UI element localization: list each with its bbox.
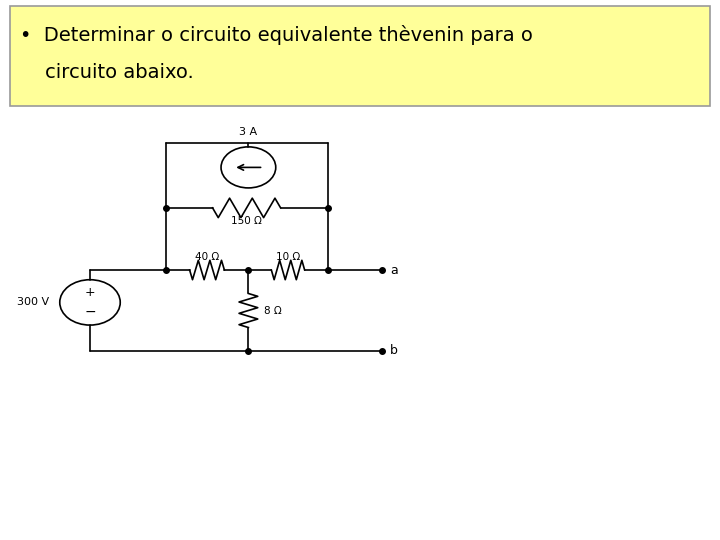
Text: a: a: [390, 264, 398, 276]
Text: 150 Ω: 150 Ω: [231, 217, 262, 226]
Text: 8 Ω: 8 Ω: [264, 306, 282, 315]
Text: −: −: [84, 305, 96, 319]
Text: b: b: [390, 345, 398, 357]
Text: 3 A: 3 A: [239, 127, 258, 137]
Text: circuito abaixo.: circuito abaixo.: [20, 63, 194, 83]
Text: 40 Ω: 40 Ω: [195, 252, 219, 261]
Text: 10 Ω: 10 Ω: [276, 252, 300, 261]
Text: •  Determinar o circuito equivalente thèvenin para o: • Determinar o circuito equivalente thèv…: [20, 25, 533, 45]
Text: 300 V: 300 V: [17, 298, 49, 307]
FancyBboxPatch shape: [10, 6, 710, 106]
Text: +: +: [85, 286, 95, 299]
